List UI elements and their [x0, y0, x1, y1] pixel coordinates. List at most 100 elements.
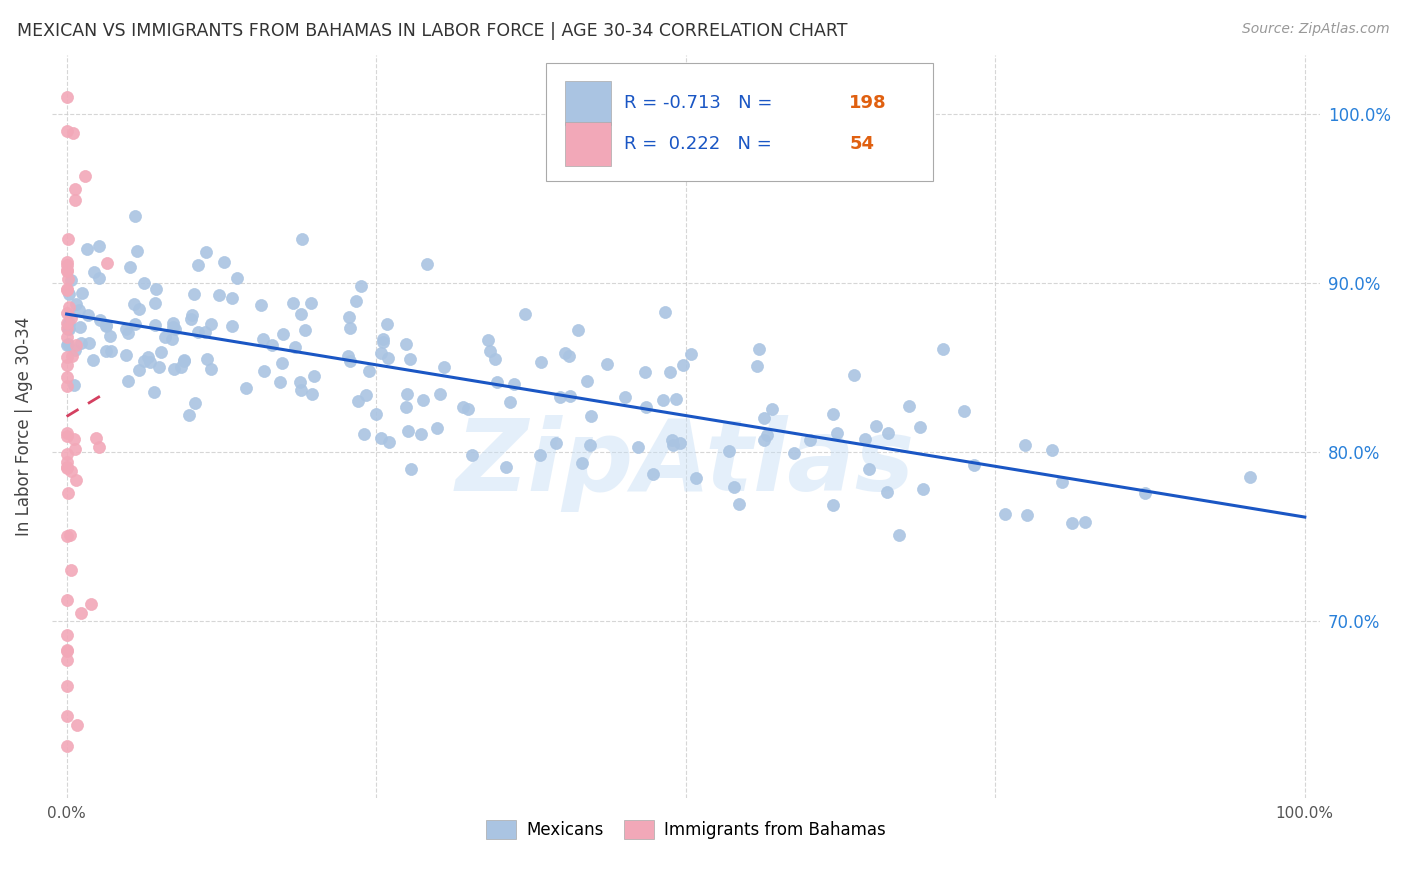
Point	[69, 320, 91, 334]
Point	[124, 297, 146, 311]
Point	[662, 438, 685, 452]
Point	[558, 389, 581, 403]
Point	[931, 342, 953, 356]
Point	[395, 400, 418, 414]
Point	[117, 374, 139, 388]
Point	[396, 424, 419, 438]
Text: Source: ZipAtlas.com: Source: ZipAtlas.com	[1241, 22, 1389, 37]
Point	[56, 322, 79, 336]
Point	[415, 257, 437, 271]
Point	[194, 326, 217, 340]
Point	[576, 374, 599, 388]
Point	[962, 458, 984, 473]
Point	[55, 461, 77, 475]
Point	[1015, 508, 1038, 522]
Point	[658, 365, 681, 379]
Point	[56, 337, 79, 351]
Point	[56, 258, 79, 272]
Point	[288, 375, 311, 389]
Point	[728, 497, 751, 511]
Point	[60, 311, 83, 326]
Point	[221, 291, 243, 305]
Point	[160, 332, 183, 346]
Point	[299, 295, 322, 310]
Point	[148, 359, 170, 374]
Point	[344, 293, 367, 308]
Point	[853, 432, 876, 446]
Point	[58, 287, 80, 301]
Point	[162, 319, 184, 334]
Point	[898, 400, 921, 414]
Point	[994, 507, 1017, 521]
Point	[56, 255, 79, 269]
Point	[260, 338, 283, 352]
Point	[163, 322, 186, 336]
Point	[55, 316, 77, 330]
Point	[117, 326, 139, 340]
Point	[212, 255, 235, 269]
Text: 198: 198	[849, 94, 887, 112]
Point	[661, 433, 683, 447]
Point	[477, 333, 499, 347]
Point	[162, 362, 184, 376]
Point	[515, 307, 537, 321]
Point	[357, 364, 380, 378]
Point	[94, 318, 117, 333]
Point	[717, 444, 740, 458]
Point	[96, 256, 118, 270]
Point	[83, 265, 105, 279]
Point	[153, 330, 176, 344]
Point	[58, 300, 80, 314]
Point	[634, 365, 657, 379]
Point	[499, 394, 522, 409]
Point	[433, 360, 456, 375]
Point	[396, 387, 419, 401]
Point	[679, 347, 702, 361]
Text: R =  0.222   N =: R = 0.222 N =	[624, 135, 778, 153]
Point	[284, 340, 307, 354]
Point	[484, 351, 506, 366]
Point	[283, 296, 305, 310]
Point	[77, 336, 100, 351]
Point	[354, 388, 377, 402]
Point	[373, 335, 395, 350]
Point	[114, 322, 136, 336]
Point	[1074, 515, 1097, 529]
Point	[55, 708, 77, 723]
FancyBboxPatch shape	[565, 81, 610, 125]
Point	[596, 357, 619, 371]
Point	[889, 528, 911, 542]
Point	[183, 286, 205, 301]
Point	[150, 344, 173, 359]
Point	[143, 318, 166, 332]
Point	[120, 260, 142, 274]
Point	[65, 474, 87, 488]
Point	[290, 307, 312, 321]
Point	[77, 308, 100, 322]
Point	[554, 346, 576, 360]
Point	[56, 232, 79, 246]
Point	[200, 317, 222, 331]
FancyBboxPatch shape	[547, 62, 934, 181]
Point	[665, 392, 688, 406]
Point	[1052, 475, 1074, 490]
Text: 54: 54	[849, 135, 875, 153]
Point	[269, 375, 291, 389]
Point	[783, 446, 806, 460]
Point	[55, 306, 77, 320]
Point	[253, 364, 276, 378]
Point	[139, 355, 162, 369]
Point	[59, 528, 82, 542]
Point	[858, 462, 880, 476]
Point	[56, 263, 79, 277]
Point	[145, 282, 167, 296]
Point	[56, 369, 79, 384]
Point	[1239, 470, 1261, 484]
Point	[180, 312, 202, 326]
Point	[375, 318, 398, 332]
Point	[1014, 438, 1036, 452]
Point	[87, 440, 110, 454]
Point	[235, 381, 257, 395]
FancyBboxPatch shape	[565, 122, 610, 166]
Point	[63, 194, 86, 208]
